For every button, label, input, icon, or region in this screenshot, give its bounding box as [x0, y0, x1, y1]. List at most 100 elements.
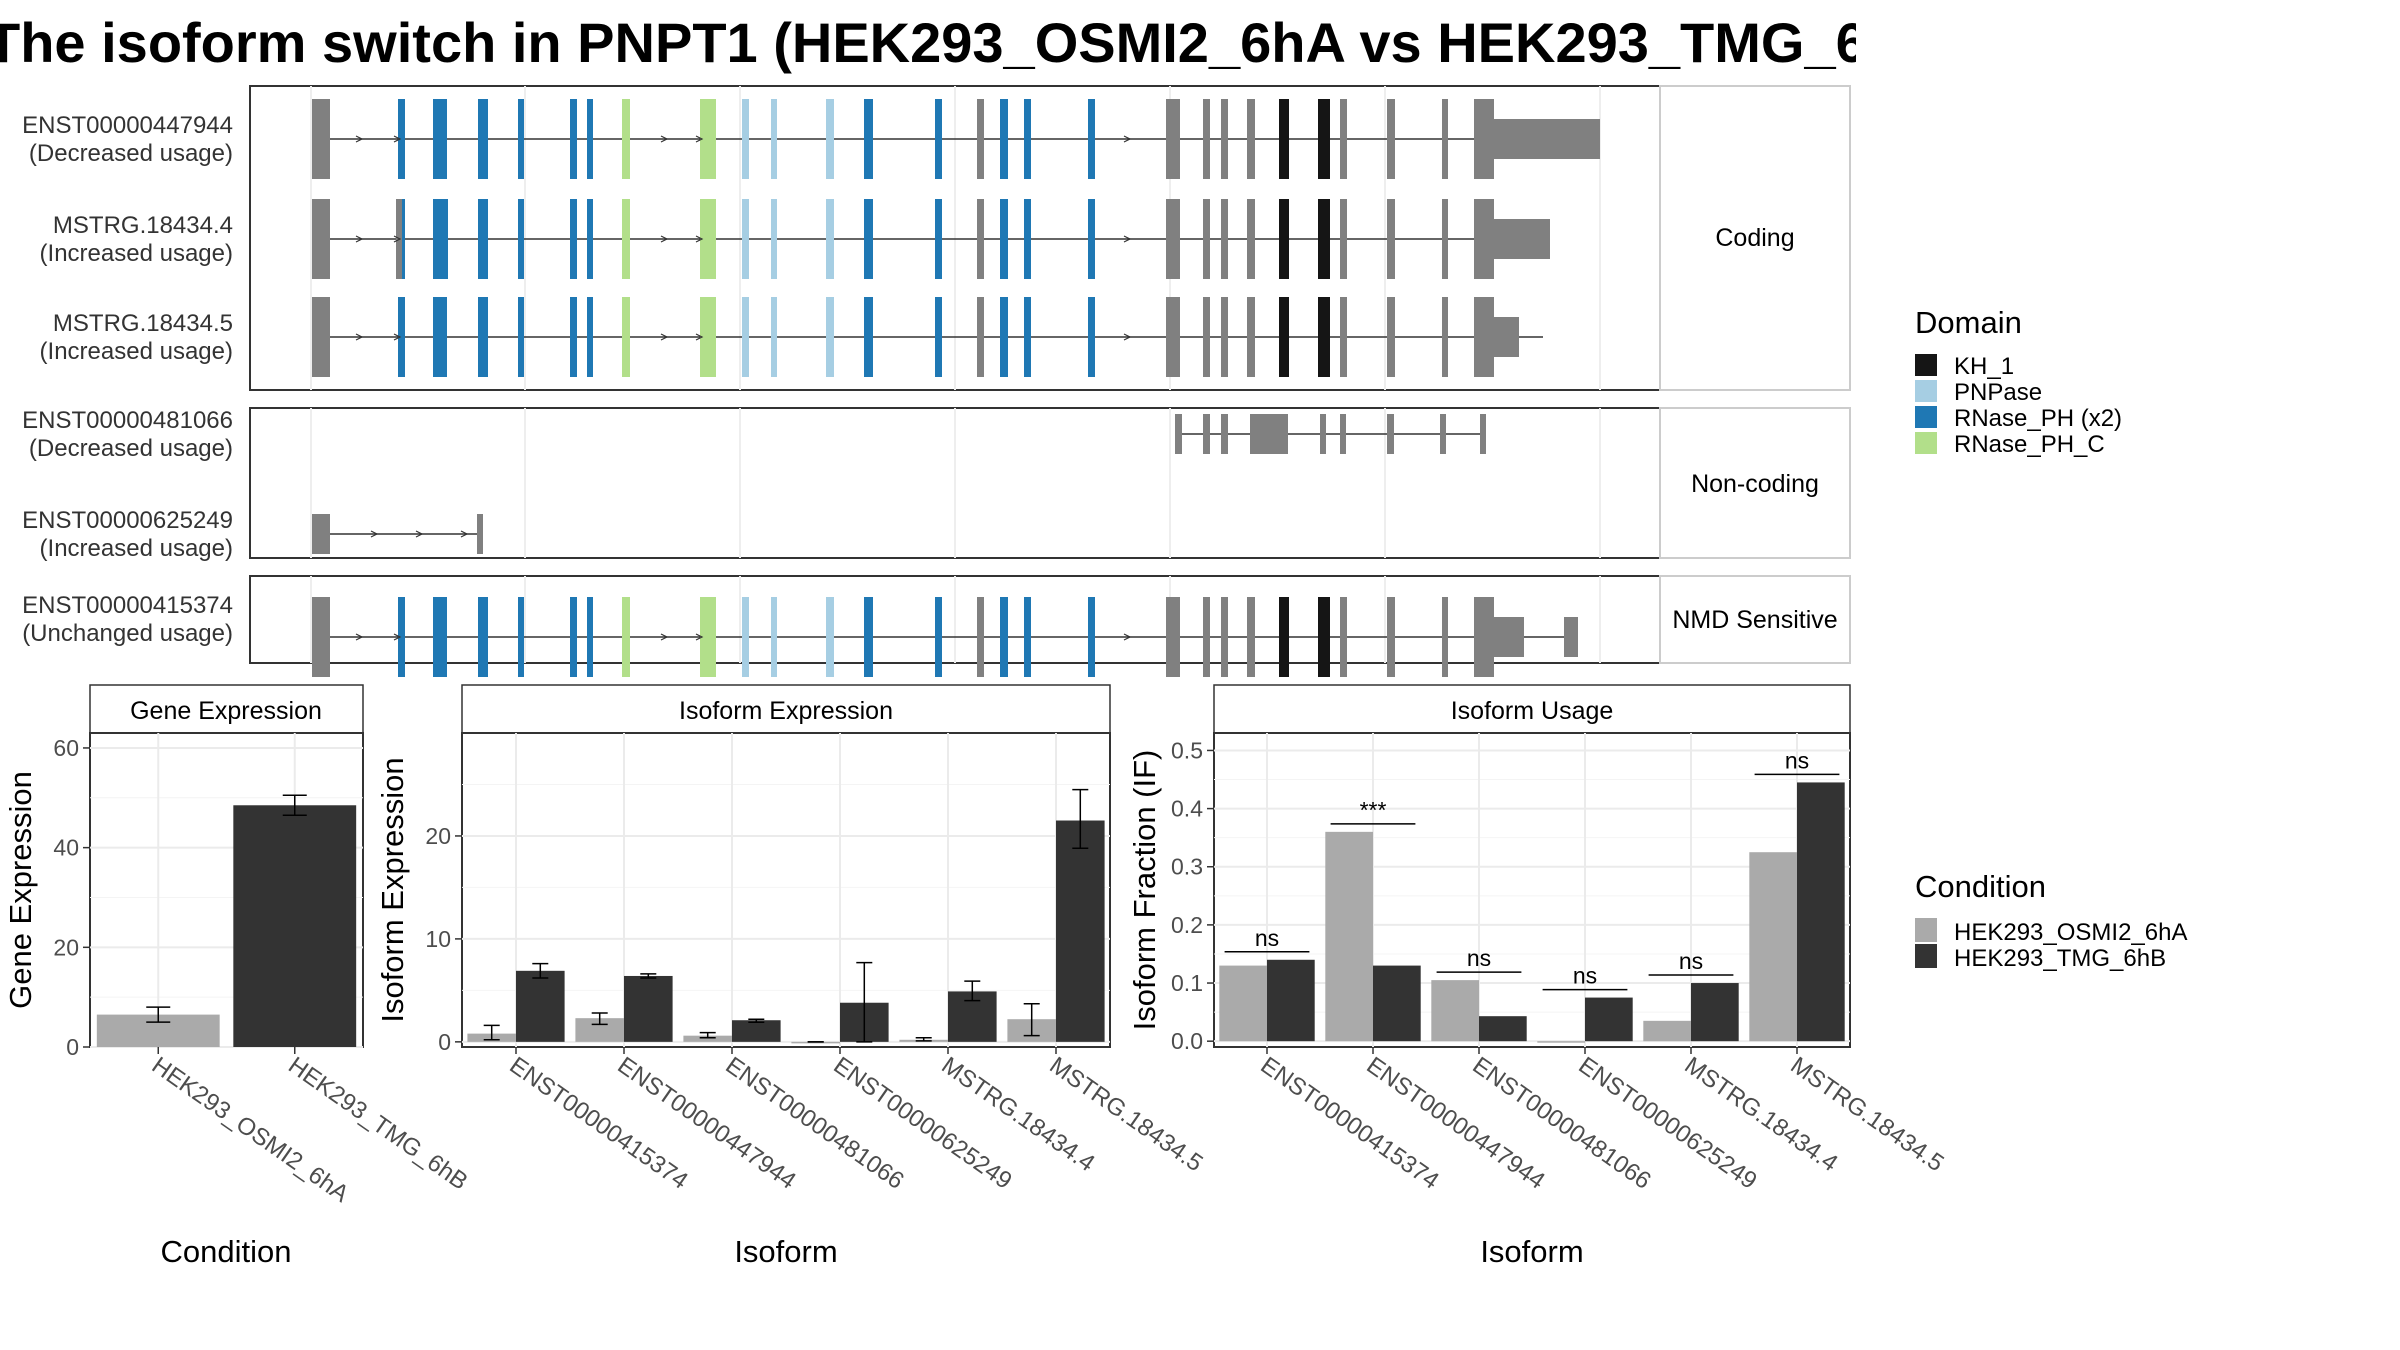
bar	[1431, 980, 1479, 1042]
legend-label: PNPase	[1954, 379, 2042, 406]
strand-arrow	[1123, 633, 1132, 641]
exon	[1203, 297, 1210, 377]
facet-label-coding: Coding	[1715, 224, 1794, 252]
domain-legend: Domain KH_1 PNPase RNase_PH (x2) RNase_P…	[1915, 305, 2122, 458]
x-tick-label: ENST00000447944	[1362, 1052, 1550, 1195]
bar	[516, 970, 565, 1042]
x-axis: ENST00000415374ENST00000447944ENST000004…	[505, 1047, 1208, 1195]
x-tick-label: ENST00000415374	[505, 1052, 693, 1195]
x-tick-label: ENST00000415374	[1256, 1052, 1444, 1195]
track-usage: (Increased usage)	[40, 535, 233, 562]
exon	[700, 297, 716, 377]
exon	[1247, 99, 1255, 179]
bar	[683, 1035, 732, 1042]
significance-label: ns	[1255, 925, 1279, 951]
exon	[977, 99, 984, 179]
exon	[826, 99, 834, 179]
track-label: ENST00000447944	[22, 112, 233, 139]
bar	[1325, 831, 1373, 1042]
panel-title: Isoform Usage	[1451, 697, 1614, 725]
bar	[1056, 820, 1105, 1042]
exon	[1203, 199, 1210, 279]
y-tick-label: 0	[438, 1029, 451, 1055]
exon	[518, 199, 524, 279]
exon	[935, 597, 942, 677]
legend-label: KH_1	[1954, 353, 2014, 380]
legend-swatch-kh1	[1915, 354, 1937, 376]
strand-arrow	[1123, 135, 1132, 143]
facet-strip-noncoding	[1659, 407, 1851, 559]
strand-arrow	[370, 530, 379, 538]
facet-label-noncoding: Non-coding	[1691, 470, 1819, 498]
exon	[1221, 597, 1228, 677]
strand-arrow	[695, 135, 704, 143]
bar	[1373, 965, 1421, 1042]
exon	[312, 99, 330, 179]
exon	[436, 199, 448, 279]
exon	[433, 99, 447, 179]
bar	[1643, 1020, 1691, 1042]
strand-arrow	[660, 333, 669, 341]
exon	[570, 597, 577, 677]
strand-arrow	[695, 235, 704, 243]
exon	[1318, 297, 1330, 377]
exon	[478, 597, 488, 677]
x-axis-title: Condition	[161, 1234, 292, 1269]
y-axis: 0 10 20	[425, 823, 462, 1055]
plot-area	[461, 732, 1111, 1048]
exon	[1221, 297, 1228, 377]
exon	[1318, 99, 1330, 179]
panel-strip	[461, 684, 1111, 734]
strand-arrow	[695, 633, 704, 641]
legend-swatch-rnasephc	[1915, 432, 1937, 454]
exon	[826, 597, 834, 677]
exon	[935, 199, 942, 279]
isoform-usage-panel: Isoform Usage 0.0 0.1 0.2 0.3 0.4 0.5 ENST000…	[1127, 684, 1949, 1269]
exon	[771, 99, 777, 179]
exon	[1318, 597, 1330, 677]
track-label: ENST00000481066	[22, 407, 233, 434]
strand-arrow	[415, 530, 424, 538]
exon	[1440, 414, 1446, 454]
legend-label: RNase_PH_C	[1954, 431, 2105, 458]
y-tick-label: 0.4	[1171, 796, 1203, 822]
exon	[312, 199, 330, 279]
exon	[1387, 597, 1395, 677]
exon	[742, 597, 749, 677]
exon	[398, 597, 405, 677]
facet-strip-nmd	[1659, 575, 1851, 664]
exon	[1480, 414, 1486, 454]
utr-exon	[1564, 617, 1578, 657]
y-tick-label: 0	[66, 1034, 79, 1060]
track-usage: (Increased usage)	[40, 338, 233, 365]
exon	[570, 99, 577, 179]
exon	[478, 297, 488, 377]
exon	[742, 99, 749, 179]
y-axis-title: Gene Expression	[3, 771, 38, 1009]
facet-label-nmd: NMD Sensitive	[1672, 606, 1837, 634]
exon	[1088, 597, 1095, 677]
utr-exon	[1494, 219, 1550, 259]
exon	[587, 199, 593, 279]
y-axis: 0.0 0.1 0.2 0.3 0.4 0.5	[1171, 737, 1214, 1054]
strand-arrow	[660, 633, 669, 641]
exon	[518, 297, 524, 377]
track-usage: (Decreased usage)	[29, 435, 233, 462]
bar	[1267, 959, 1315, 1042]
exon	[1247, 597, 1255, 677]
exon	[1221, 99, 1228, 179]
utr-exon	[1494, 317, 1519, 357]
exon	[1340, 199, 1347, 279]
exon	[1279, 99, 1289, 179]
exon	[622, 99, 630, 179]
track-usage: (Increased usage)	[40, 240, 233, 267]
exon	[587, 99, 593, 179]
exon	[1442, 99, 1448, 179]
strand-arrow	[393, 333, 402, 341]
exon	[771, 297, 777, 377]
significance-label: ns	[1573, 963, 1597, 989]
exon	[1247, 199, 1255, 279]
exon	[1221, 414, 1228, 454]
